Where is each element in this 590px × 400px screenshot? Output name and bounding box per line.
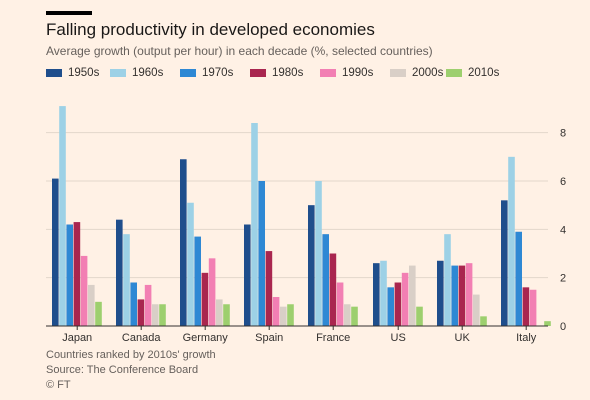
bar-UK-1950s (437, 260, 444, 326)
bar-Italy-1950s (501, 200, 508, 326)
footer-source: Source: The Conference Board (46, 364, 199, 376)
legend-label: 1960s (132, 67, 164, 79)
legend-label: 1970s (202, 67, 234, 79)
bar-Spain-2000s (280, 306, 287, 326)
bar-Spain-1970s (258, 181, 265, 326)
bar-Italy-1960s (508, 156, 515, 326)
x-tick-label: Japan (62, 332, 92, 344)
y-tick-label: 0 (560, 321, 566, 333)
legend-item-1950s: 1950s (46, 67, 99, 79)
bar-Germany-1980s (201, 272, 209, 326)
chart-legend: 1950s 1960s 1970s 1980s 1990s 2000s 2010s (46, 67, 586, 83)
bar-US-2010s (416, 306, 423, 326)
bar-Italy-1990s (529, 289, 537, 326)
legend-item-1970s: 1970s (180, 67, 233, 79)
bar-Spain-2010s (287, 304, 294, 326)
bar-Japan-2010s (95, 301, 102, 326)
bar-Japan-1980s (73, 222, 81, 326)
bar-US-1950s (373, 263, 380, 326)
bar-UK-2010s (480, 316, 487, 326)
bar-France-1980s (329, 253, 337, 326)
bar-Japan-2000s (88, 284, 95, 326)
bar-Japan-1950s (52, 178, 59, 326)
legend-swatch (46, 69, 62, 77)
bar-Canada-1970s (130, 282, 137, 326)
x-tick-label: Germany (183, 332, 229, 344)
x-tick-label: Italy (516, 332, 537, 344)
bar-Germany-1990s (208, 258, 216, 326)
x-tick-label: UK (455, 332, 471, 344)
legend-item-2010s: 2010s (446, 67, 499, 79)
legend-swatch (180, 69, 196, 77)
legend-swatch (320, 69, 336, 77)
y-tick-label: 6 (560, 176, 566, 188)
legend-label: 1980s (272, 67, 304, 79)
bar-Italy-1970s (515, 231, 522, 326)
bar-France-2000s (344, 304, 351, 326)
bar-France-1990s (336, 282, 344, 326)
bar-Japan-1990s (80, 255, 88, 326)
bar-Spain-1950s (244, 224, 251, 326)
x-tick-label: Spain (255, 332, 283, 344)
legend-swatch (250, 69, 266, 77)
bar-US-2000s (409, 265, 416, 326)
bar-Japan-1960s (59, 106, 66, 326)
ft-top-bar (46, 11, 92, 15)
legend-swatch (390, 69, 406, 77)
bar-Germany-2010s (223, 304, 230, 326)
bar-US-1970s (387, 287, 394, 326)
legend-item-1980s: 1980s (250, 67, 303, 79)
bar-US-1980s (394, 282, 402, 326)
x-tick-label: Canada (122, 332, 161, 344)
bar-Spain-1960s (251, 123, 258, 326)
bar-US-1990s (401, 272, 409, 326)
bar-Germany-1950s (180, 159, 187, 326)
footer-credit: © FT (46, 379, 71, 391)
x-tick-label: US (391, 332, 406, 344)
legend-label: 1990s (342, 67, 374, 79)
bar-Italy-1980s (522, 287, 530, 326)
bar-Spain-1980s (265, 251, 273, 326)
bar-UK-1970s (451, 265, 458, 326)
chart-subtitle: Average growth (output per hour) in each… (46, 44, 433, 58)
legend-label: 2010s (468, 67, 500, 79)
legend-label: 2000s (412, 67, 444, 79)
y-tick-label: 4 (560, 224, 566, 236)
bar-UK-1960s (444, 234, 451, 326)
x-tick-label: France (316, 332, 350, 344)
bar-UK-1980s (458, 265, 466, 326)
bar-France-2010s (351, 306, 358, 326)
bar-Canada-2010s (159, 304, 166, 326)
bar-Germany-2000s (216, 299, 223, 326)
bar-UK-1990s (465, 263, 473, 326)
bar-Canada-1960s (123, 234, 130, 326)
legend-label: 1950s (68, 67, 100, 79)
bar-UK-2000s (473, 294, 480, 326)
legend-swatch (110, 69, 126, 77)
y-tick-label: 8 (560, 128, 566, 140)
bar-Germany-1960s (187, 202, 194, 326)
y-tick-label: 2 (560, 273, 566, 285)
bar-Japan-1970s (66, 224, 73, 326)
bar-France-1950s (308, 205, 315, 326)
footer-note: Countries ranked by 2010s' growth (46, 349, 216, 361)
bar-US-1960s (380, 260, 387, 326)
legend-swatch (446, 69, 462, 77)
bar-Germany-1970s (194, 236, 201, 326)
bar-Canada-1950s (116, 219, 123, 326)
bar-France-1960s (315, 181, 322, 326)
legend-item-2000s: 2000s (390, 67, 443, 79)
legend-item-1990s: 1990s (320, 67, 373, 79)
bar-Italy-2010s (544, 321, 551, 326)
bar-Canada-1980s (137, 299, 145, 326)
bar-Canada-2000s (152, 304, 159, 326)
bar-Canada-1990s (144, 284, 152, 326)
bar-Spain-1990s (272, 297, 280, 326)
bar-France-1970s (322, 234, 329, 326)
chart-title: Falling productivity in developed econom… (46, 20, 375, 39)
legend-item-1960s: 1960s (110, 67, 163, 79)
